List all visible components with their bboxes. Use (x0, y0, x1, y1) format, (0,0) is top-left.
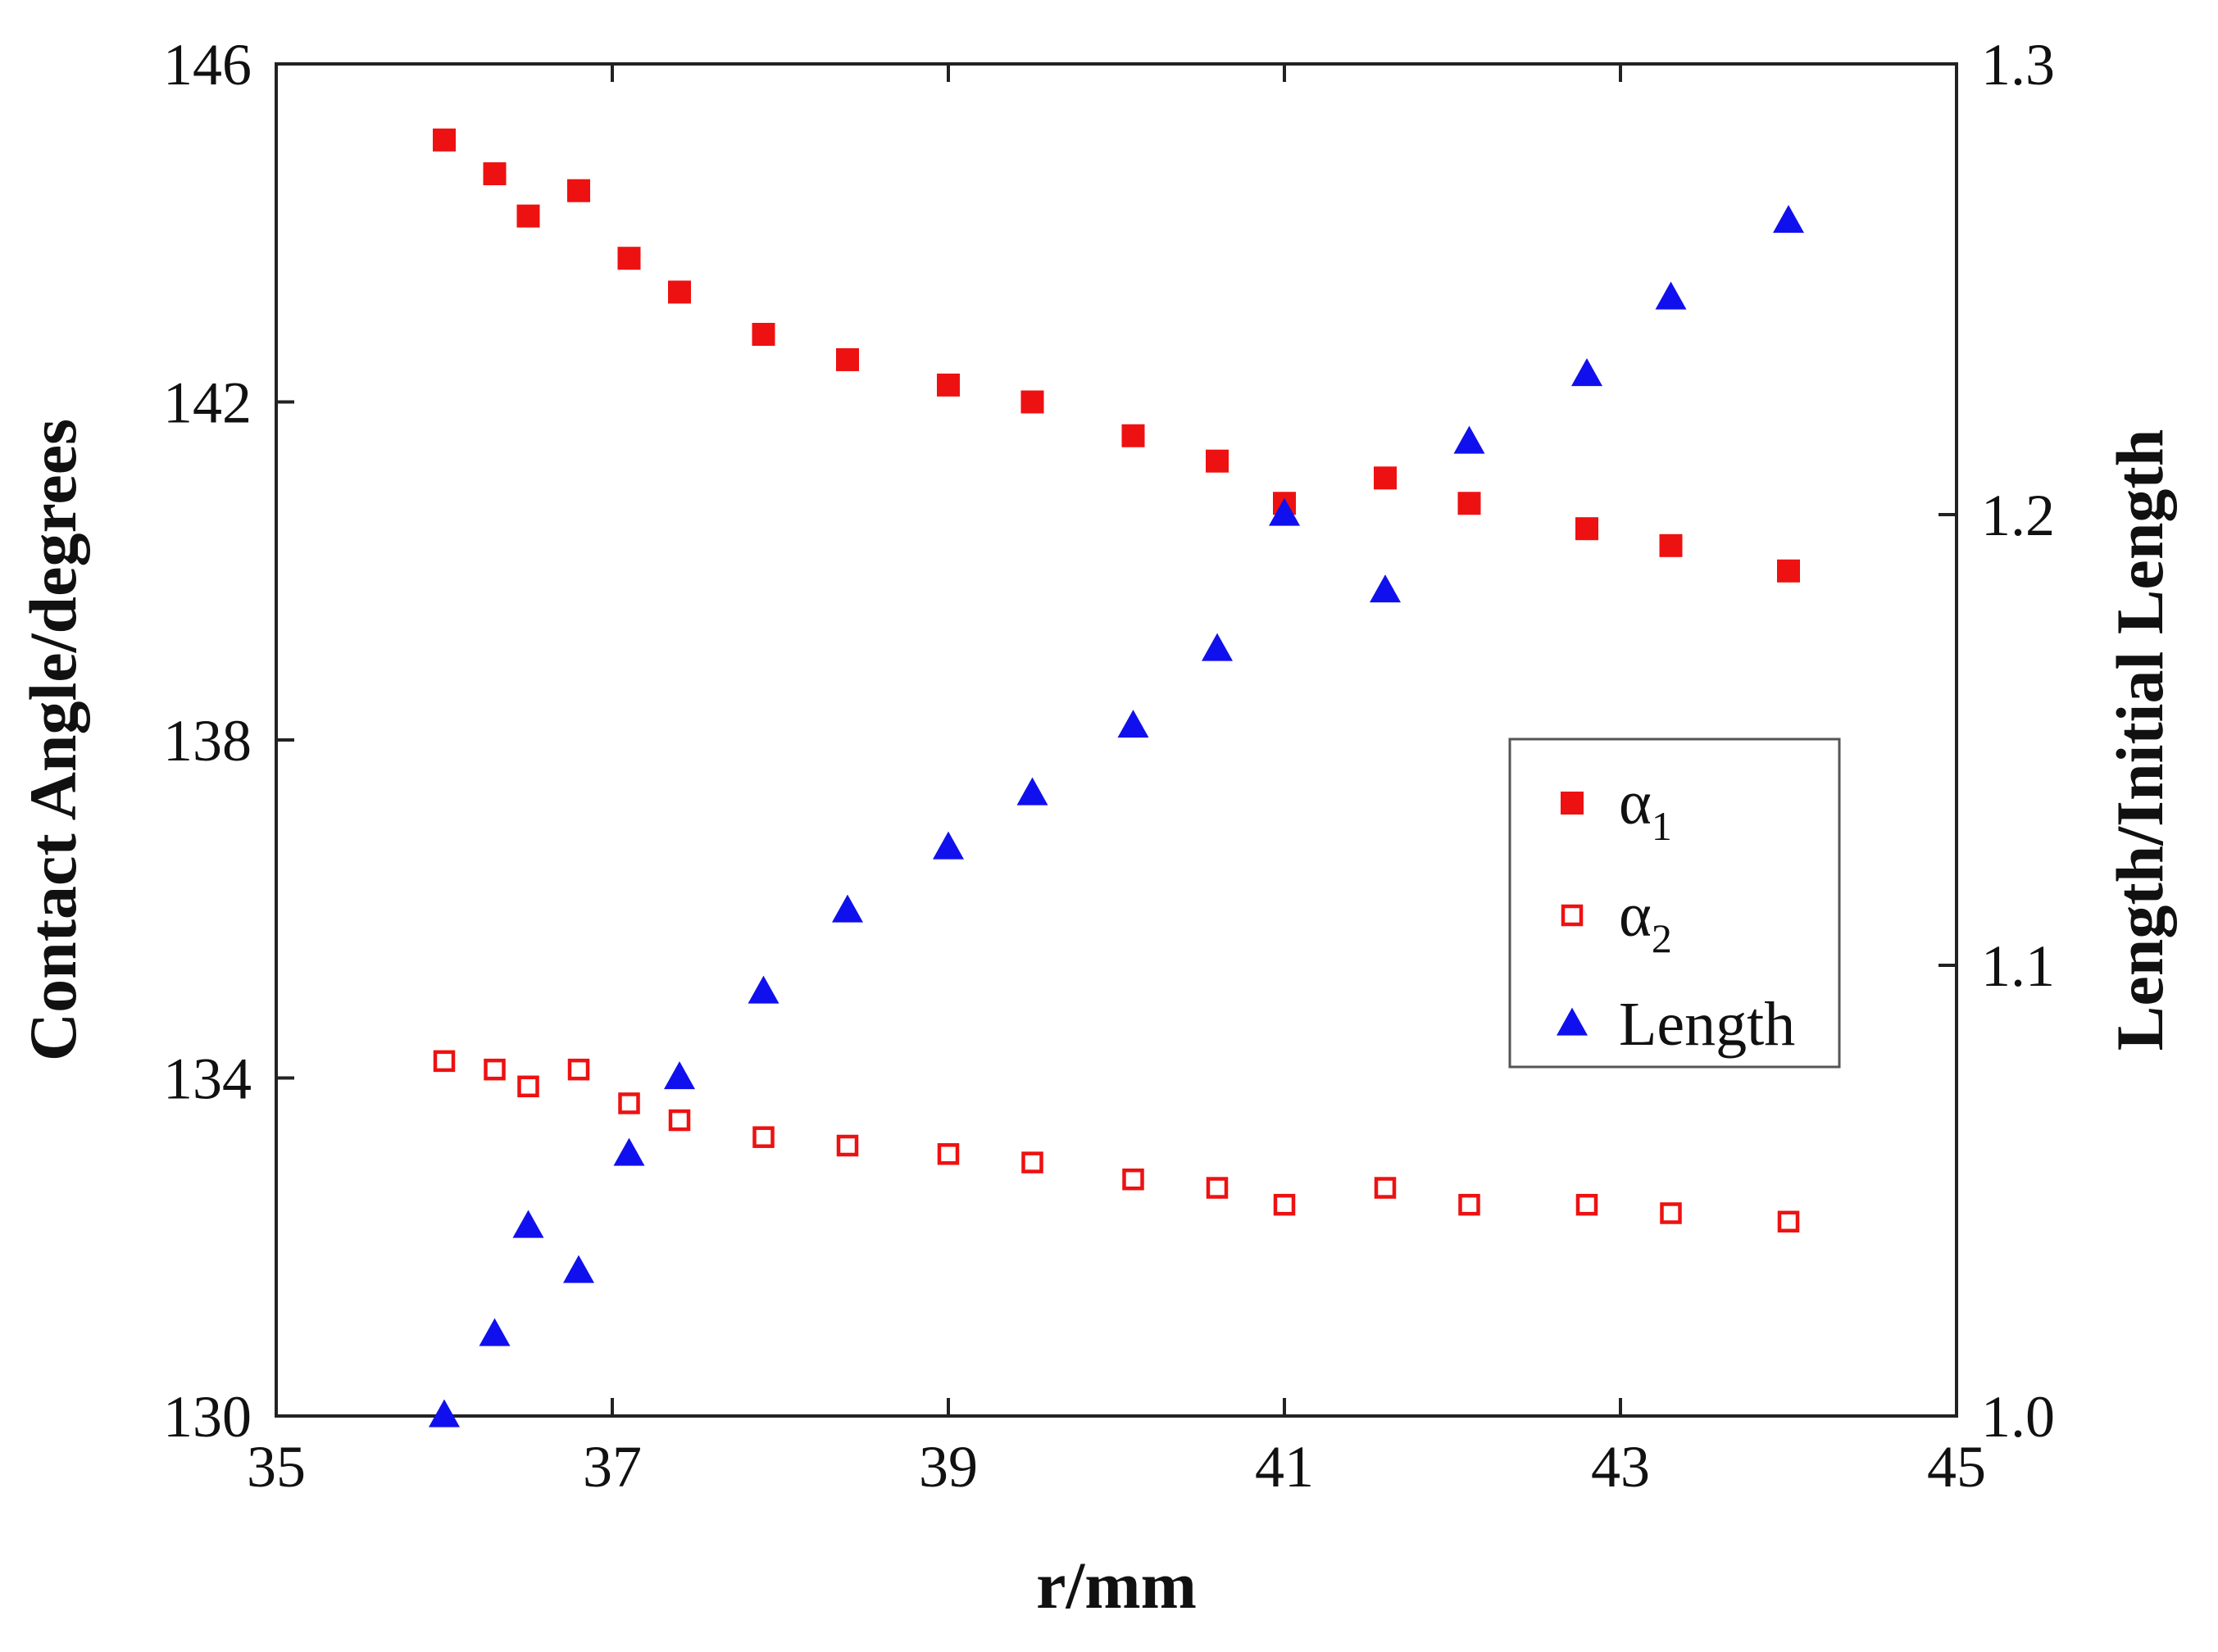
x-tick-label: 45 (1927, 1434, 1986, 1500)
data-point-1 (1457, 492, 1481, 515)
data-point-1 (516, 204, 540, 228)
data-point-2 (1206, 1177, 1229, 1199)
data-point-length (664, 1061, 695, 1090)
data-point-2 (836, 1134, 859, 1157)
data-point-1 (567, 179, 590, 202)
y2-tick-label: 1.3 (1981, 32, 2055, 98)
data-point-length (1571, 358, 1602, 387)
data-point-2 (567, 1058, 590, 1081)
data-point-1 (1374, 466, 1397, 490)
y2-tick-label: 1.1 (1981, 933, 2055, 999)
data-point-length (1202, 633, 1233, 661)
data-point-2 (1273, 1193, 1296, 1216)
data-point-2 (1122, 1169, 1144, 1191)
x-tick-label: 39 (919, 1434, 978, 1500)
data-point-1 (483, 162, 507, 186)
data-point-1 (752, 323, 775, 346)
data-point-1 (617, 247, 641, 270)
legend-marker-1 (1561, 792, 1584, 815)
data-point-2 (484, 1058, 506, 1081)
data-point-1 (1777, 559, 1800, 583)
x-tick-label: 43 (1591, 1434, 1650, 1500)
data-point-1 (1659, 533, 1683, 557)
data-point-1 (668, 280, 691, 304)
legend-marker-2 (1561, 904, 1584, 927)
data-point-2 (937, 1143, 960, 1165)
y2-tick-label: 1.2 (1981, 483, 2055, 548)
data-point-2 (1575, 1193, 1598, 1216)
data-point-length (429, 1399, 460, 1427)
data-point-length (1773, 205, 1804, 234)
data-point-1 (1206, 449, 1229, 473)
data-point-2 (433, 1050, 456, 1073)
y2-axis-title: Length/Initial Length (2102, 429, 2177, 1051)
data-point-length (748, 975, 779, 1004)
series-1 (433, 128, 1800, 583)
data-point-length (1269, 497, 1300, 526)
y-tick-label: 146 (163, 32, 252, 98)
data-point-length (933, 831, 964, 860)
legend-label-length: Length (1619, 990, 1795, 1059)
legend-marker-length (1557, 1007, 1588, 1036)
y-tick-label: 142 (163, 370, 252, 436)
x-tick-label: 37 (583, 1434, 642, 1500)
data-point-length (1453, 425, 1485, 454)
x-tick-label: 41 (1255, 1434, 1314, 1500)
data-point-2 (517, 1075, 539, 1098)
y-axis-title: Contact Angle/degrees (16, 419, 90, 1061)
series-2 (433, 1050, 1800, 1233)
y-tick-label: 134 (163, 1046, 252, 1112)
data-point-2 (752, 1126, 775, 1148)
marks-layer (429, 128, 1804, 1427)
data-point-length (1655, 281, 1687, 310)
x-axis-title: r/mm (1036, 1548, 1197, 1622)
data-point-2 (1458, 1193, 1480, 1216)
legend-label-2: α2 (1619, 881, 1672, 961)
y-tick-label: 130 (163, 1384, 252, 1450)
data-point-2 (1660, 1202, 1682, 1224)
data-point-length (479, 1318, 511, 1346)
data-point-2 (1021, 1151, 1043, 1173)
data-point-length (832, 894, 863, 923)
y-tick-label: 138 (163, 708, 252, 774)
data-point-2 (618, 1092, 640, 1114)
data-point-1 (836, 347, 859, 371)
legend-label-1: α1 (1619, 769, 1672, 849)
data-point-length (1016, 777, 1048, 806)
series-length (429, 205, 1804, 1427)
x-tick-label: 35 (247, 1434, 306, 1500)
data-point-length (512, 1210, 544, 1238)
data-point-1 (433, 128, 456, 152)
legend: α1 α2 Length (1508, 738, 1841, 1069)
data-point-2 (1777, 1210, 1800, 1233)
data-point-length (1370, 574, 1401, 603)
data-point-1 (1020, 390, 1044, 414)
data-point-length (1117, 710, 1149, 738)
data-point-length (563, 1255, 594, 1283)
data-point-length (613, 1137, 645, 1166)
data-point-1 (1121, 424, 1145, 447)
data-point-1 (1575, 517, 1598, 541)
y2-tick-label: 1.0 (1981, 1384, 2055, 1450)
ticks-layer: 35 37 39 41 43 45 130 134 138 142 146 1.0 1.1 1.2 1.3 (163, 32, 2055, 1500)
data-point-2 (668, 1109, 691, 1132)
data-point-2 (1374, 1177, 1397, 1199)
data-point-1 (937, 373, 960, 397)
